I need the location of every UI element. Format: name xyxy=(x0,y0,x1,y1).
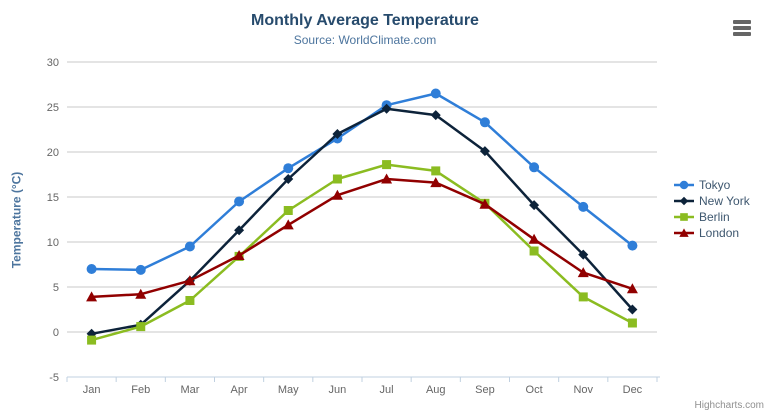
point-berlin-aug[interactable] xyxy=(431,166,441,176)
point-tokyo-feb[interactable] xyxy=(135,264,146,275)
point-tokyo-nov[interactable] xyxy=(578,201,589,212)
y-axis-label: -5 xyxy=(49,372,59,384)
point-berlin-jan[interactable] xyxy=(87,335,97,345)
point-new-york-nov[interactable] xyxy=(578,249,589,260)
point-new-york-apr[interactable] xyxy=(234,225,245,236)
diamond-series-marker-icon xyxy=(674,196,694,206)
point-tokyo-jan[interactable] xyxy=(86,264,97,274)
x-axis-label: Apr xyxy=(231,384,248,396)
y-axis-label: 15 xyxy=(47,192,59,204)
point-berlin-mar[interactable] xyxy=(185,296,195,305)
series-line-tokyo xyxy=(90,92,634,272)
point-new-york-may[interactable] xyxy=(283,174,294,184)
x-axis-label: Dec xyxy=(623,384,643,396)
point-tokyo-oct[interactable] xyxy=(529,162,540,173)
legend-item-berlin[interactable]: Berlin xyxy=(674,209,750,225)
point-london-jul[interactable] xyxy=(381,173,393,184)
x-axis-label: Mar xyxy=(180,384,199,396)
data-point-marker xyxy=(679,196,689,206)
legend-label: Berlin xyxy=(699,210,730,224)
legend-label: New York xyxy=(699,194,750,208)
legend-item-london[interactable]: London xyxy=(674,225,750,241)
point-new-york-oct[interactable] xyxy=(529,200,540,211)
hamburger-icon xyxy=(733,26,751,30)
data-point-marker xyxy=(679,180,689,190)
legend-label: Tokyo xyxy=(699,178,731,192)
point-new-york-sep[interactable] xyxy=(479,146,490,157)
circle-series-marker-icon xyxy=(674,180,694,190)
legend-item-new-york[interactable]: New York xyxy=(674,193,750,209)
point-tokyo-may[interactable] xyxy=(283,163,294,174)
credits-link[interactable]: Highcharts.com xyxy=(694,400,764,411)
point-tokyo-dec[interactable] xyxy=(627,240,638,251)
point-london-jun[interactable] xyxy=(331,189,343,200)
data-point-marker xyxy=(679,228,689,237)
square-series-marker-icon xyxy=(674,213,694,221)
point-tokyo-aug[interactable] xyxy=(430,88,441,99)
point-london-mar[interactable] xyxy=(184,275,196,286)
x-axis-label: Nov xyxy=(573,384,593,396)
x-axis-label: May xyxy=(278,384,299,396)
point-berlin-oct[interactable] xyxy=(529,246,539,256)
point-london-nov[interactable] xyxy=(577,267,589,278)
x-axis-label: Oct xyxy=(526,384,543,396)
point-tokyo-apr[interactable] xyxy=(234,196,245,207)
triangle-series-marker-icon xyxy=(674,228,694,237)
point-london-sep[interactable] xyxy=(479,198,491,209)
point-berlin-feb[interactable] xyxy=(136,322,146,332)
hamburger-icon xyxy=(733,20,751,24)
point-london-oct[interactable] xyxy=(528,233,540,244)
y-axis-label: 0 xyxy=(53,327,59,339)
point-berlin-jul[interactable] xyxy=(382,160,392,170)
point-new-york-aug[interactable] xyxy=(430,110,441,121)
chart-title: Monthly Average Temperature xyxy=(251,12,479,29)
y-axis-label: 30 xyxy=(47,57,59,69)
hamburger-icon xyxy=(733,32,751,36)
point-berlin-jun[interactable] xyxy=(332,174,342,184)
x-axis-label: Jul xyxy=(380,384,394,396)
point-london-feb[interactable] xyxy=(135,288,147,299)
point-london-may[interactable] xyxy=(282,219,294,230)
series-line-new-york xyxy=(90,107,634,336)
point-tokyo-mar[interactable] xyxy=(184,241,195,252)
point-london-jan[interactable] xyxy=(86,291,98,302)
legend-item-tokyo[interactable]: Tokyo xyxy=(674,177,750,193)
point-new-york-dec[interactable] xyxy=(627,304,638,315)
point-london-aug[interactable] xyxy=(430,177,442,188)
point-tokyo-sep[interactable] xyxy=(479,117,490,128)
series-line-berlin xyxy=(90,163,634,342)
y-axis-label: 10 xyxy=(47,237,59,249)
point-berlin-dec[interactable] xyxy=(627,318,637,328)
y-axis-label: 25 xyxy=(47,102,59,114)
x-axis-label: Aug xyxy=(426,384,446,396)
point-new-york-jul[interactable] xyxy=(381,103,392,114)
point-berlin-nov[interactable] xyxy=(578,292,588,302)
point-london-apr[interactable] xyxy=(233,250,245,260)
x-axis-label: Sep xyxy=(475,384,495,396)
legend: Tokyo New York Berlin London xyxy=(674,177,750,241)
y-axis-label: 20 xyxy=(47,147,59,159)
point-new-york-jun[interactable] xyxy=(332,129,343,139)
x-axis-label: Jun xyxy=(329,384,347,396)
x-axis-label: Feb xyxy=(131,384,150,396)
point-berlin-may[interactable] xyxy=(283,206,293,215)
y-axis-label: 5 xyxy=(53,282,59,294)
legend-label: London xyxy=(699,226,740,240)
chart-subtitle: Source: WorldClimate.com xyxy=(293,33,437,47)
series-line-london xyxy=(90,177,634,299)
point-london-dec[interactable] xyxy=(626,283,638,294)
x-axis-label: Jan xyxy=(83,384,101,396)
data-point-marker xyxy=(680,213,688,221)
context-menu-button[interactable] xyxy=(733,20,751,36)
